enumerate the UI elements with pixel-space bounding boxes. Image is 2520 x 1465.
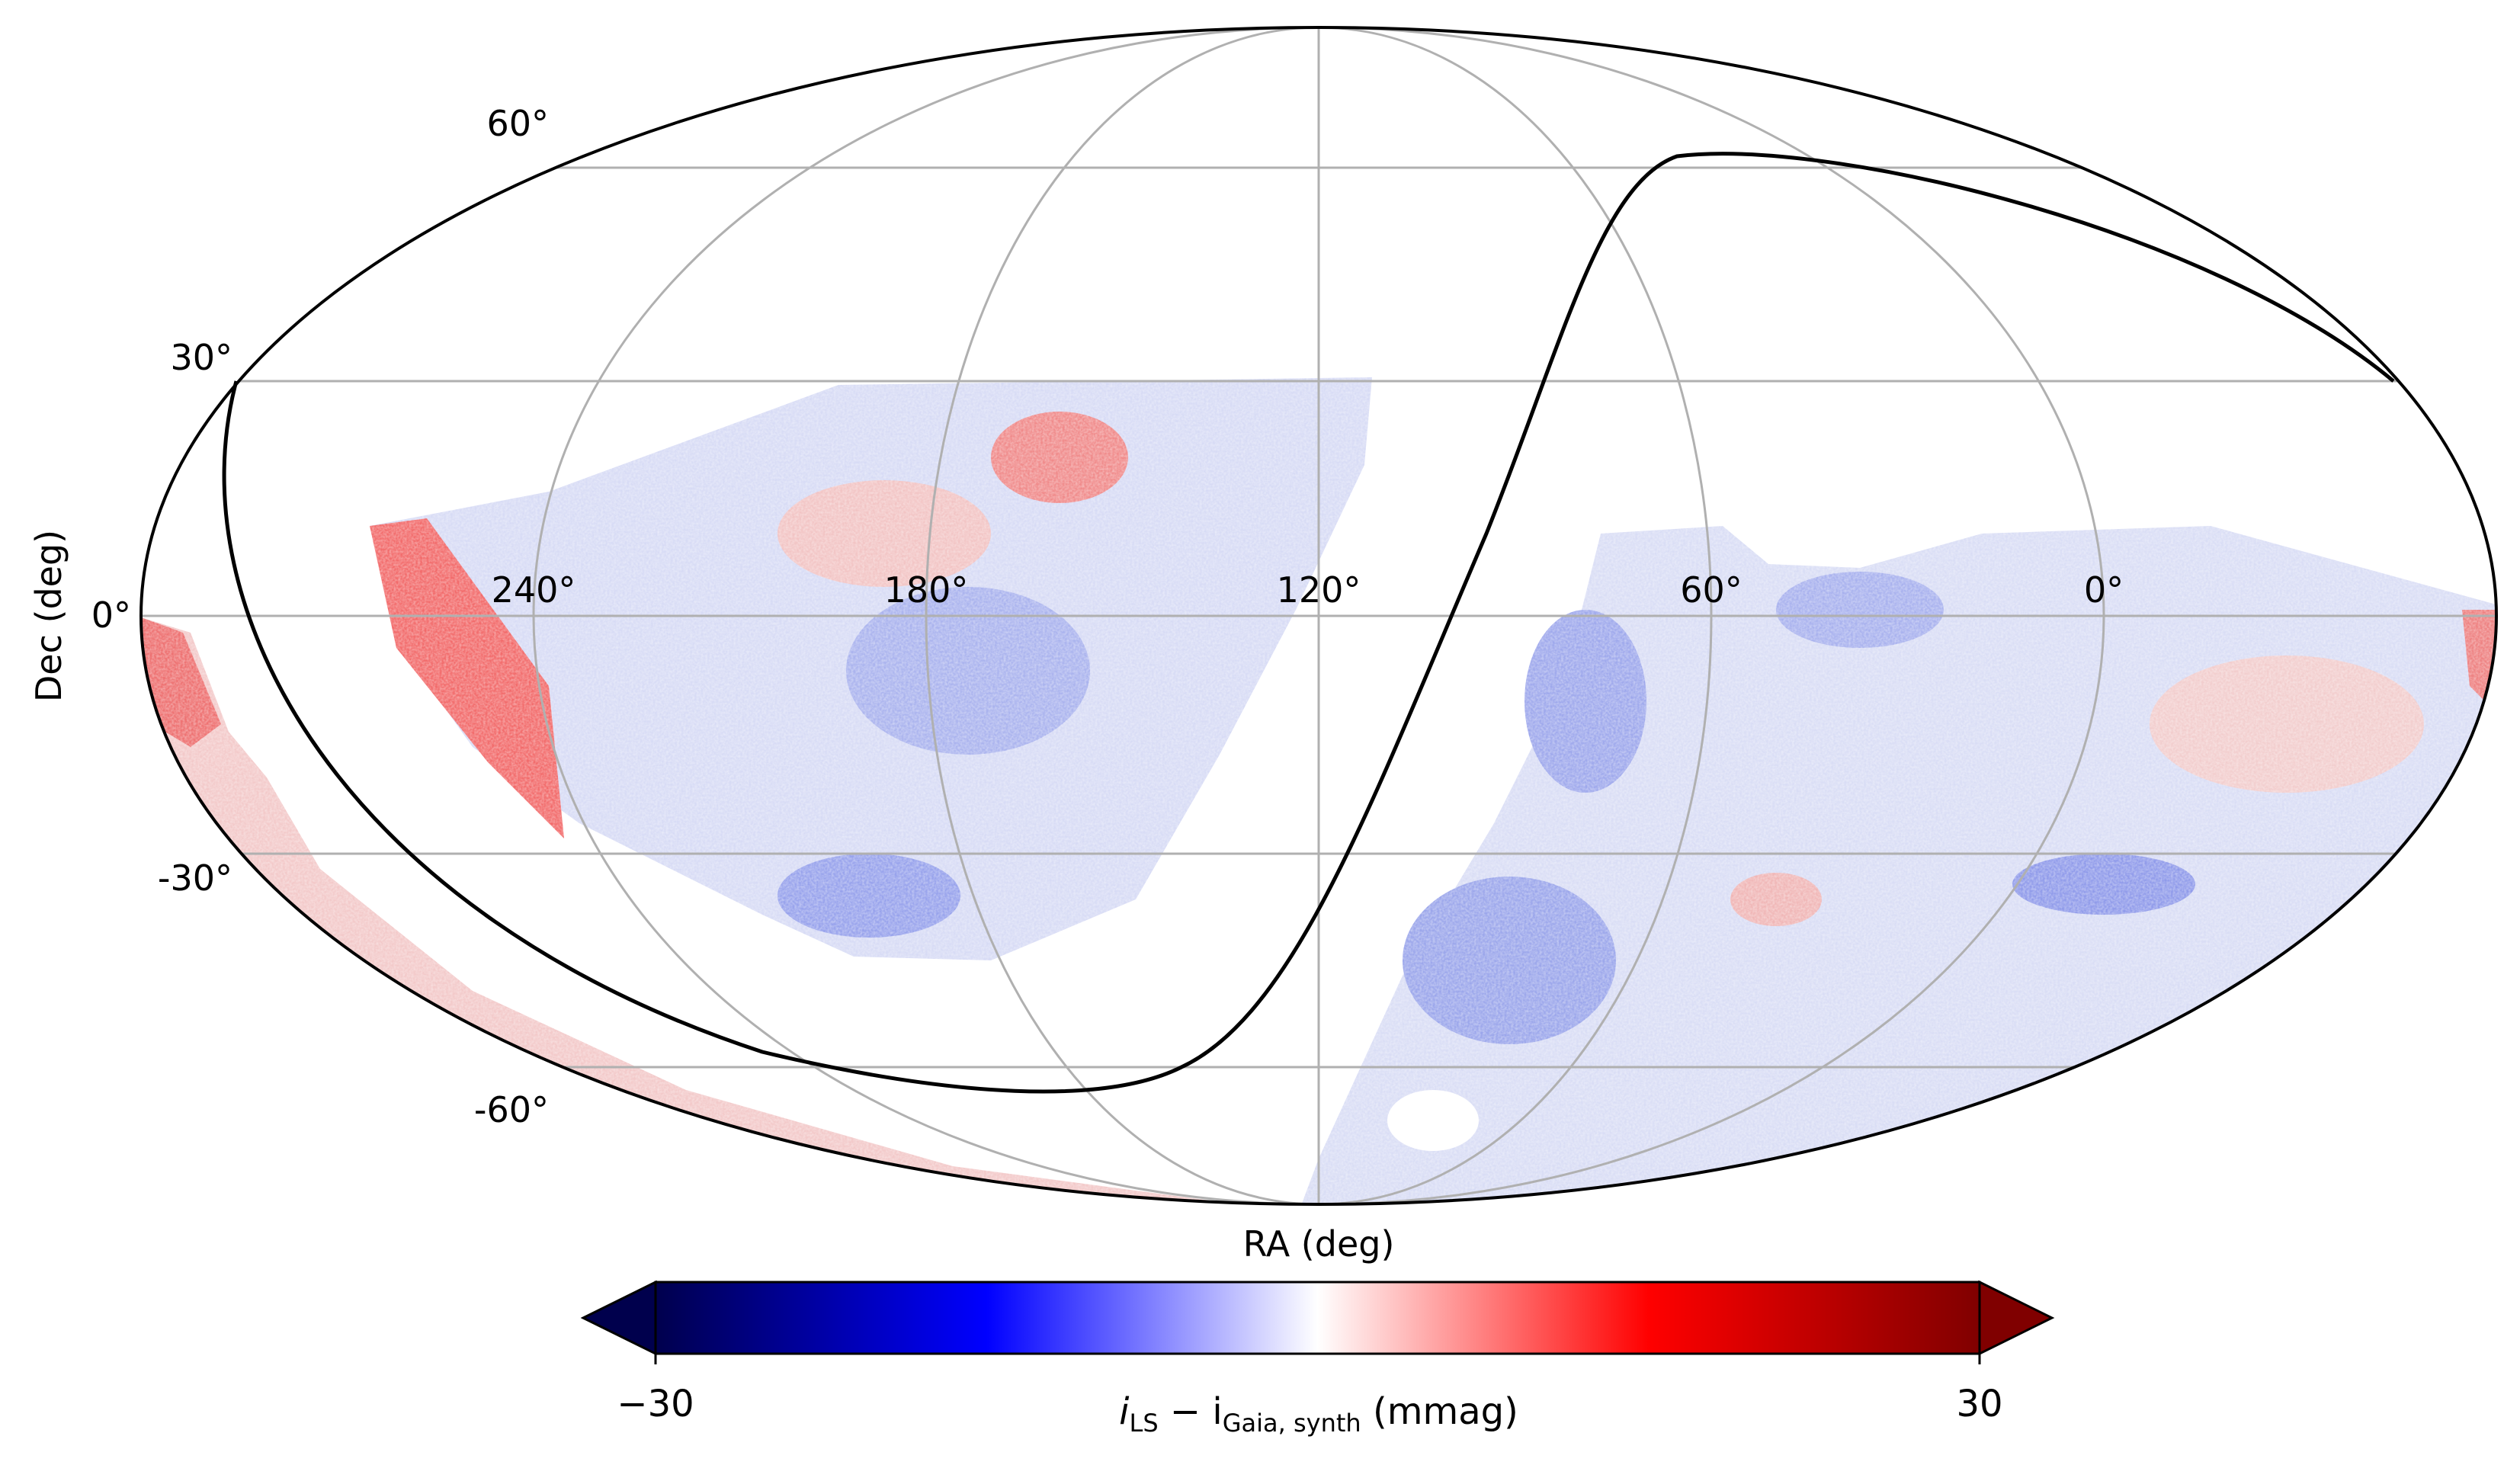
colorbar-tick-label-max: 30 [1956, 1383, 2002, 1425]
ra-tick-label-60: 60° [1680, 569, 1743, 611]
dec-tick-label-30: 30° [170, 337, 232, 378]
ra-tick-label-0: 0° [2084, 569, 2124, 611]
dec-tick-label-60: 60° [486, 103, 549, 144]
colorbar-extend-high [1978, 1280, 2055, 1356]
meridian-ra-120-180 [925, 27, 1713, 1204]
colorbar-label-unit: (mmag) [1361, 1390, 1518, 1433]
x-axis-label: RA (deg) [1243, 1223, 1395, 1265]
ra-tick-label-180: 180° [884, 569, 969, 611]
ra-tick-label-120: 120° [1277, 569, 1361, 611]
colorbar-label-minus: − i [1159, 1390, 1223, 1433]
colorbar-label-sub1: LS [1130, 1409, 1159, 1438]
plot-frame [139, 26, 2498, 1206]
colorbar-label-sub2: Gaia, synth [1223, 1409, 1361, 1438]
colorbar-body [654, 1281, 1981, 1355]
y-axis-label: Dec (deg) [28, 530, 69, 702]
dec-tick-label-m30: -30° [158, 858, 232, 899]
ra-tick-label-240: 240° [492, 569, 576, 611]
galactic-plane [222, 152, 2395, 1094]
meridian-ra-180-240 [532, 27, 2105, 1204]
colorbar-label-main: i [1119, 1390, 1130, 1433]
dec-tick-label-0: 0° [91, 595, 131, 636]
dec-tick-label-m60: -60° [474, 1089, 549, 1130]
colorbar-label: iLS − iGaia, synth (mmag) [1119, 1390, 1518, 1438]
colorbar-tick-label-min: −30 [617, 1383, 694, 1425]
colorbar: −30 30 iLS − iGaia, synth (mmag) [580, 1280, 2055, 1438]
colorbar-extend-low [580, 1280, 657, 1356]
